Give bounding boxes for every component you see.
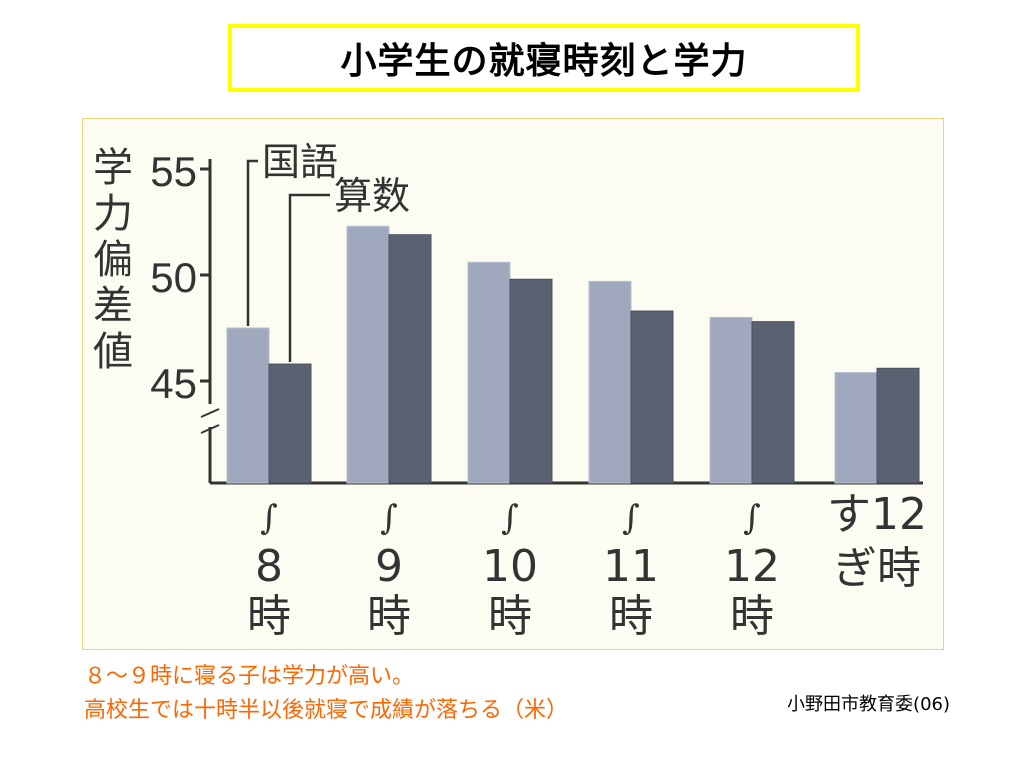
category-label-line: 時: [609, 591, 653, 642]
slide-title: 小学生の就寝時刻と学力: [340, 41, 748, 82]
category-tilde: ∫: [380, 498, 398, 538]
category-label-line: 時: [247, 591, 291, 642]
category-tilde: ∫: [501, 498, 519, 538]
category-tilde: ∫: [622, 498, 640, 538]
y-axis-label-char: 差: [93, 283, 133, 329]
bar-sansu: [388, 234, 432, 484]
bar-sansu: [268, 363, 312, 484]
y-axis-label-char: 偏: [93, 237, 133, 283]
bar-sansu: [509, 278, 553, 484]
note: ８～９時に寝る子は学力が高い。 高校生では十時半以後就寝で成績が落ちる（米）: [84, 660, 568, 728]
bar-sansu: [751, 321, 795, 484]
source-credit: 小野田市教育委(06): [787, 694, 950, 715]
category-label-line: 10: [482, 541, 538, 592]
bar-kokugo: [467, 261, 511, 484]
category-label-line: 8: [255, 541, 283, 592]
bar-kokugo: [346, 225, 390, 484]
bar-sansu: [630, 310, 674, 484]
chart-panel: 55 50 45 学力偏差値国語 算数 ∫ 8 時 ∫ 9 時 ∫ 10 時 ∫ 11 時 ∫ 12 時す12 ぎ時: [82, 118, 944, 650]
legend-leader-sansu: [288, 193, 330, 363]
category-label-line: す12: [827, 489, 927, 540]
bar-sansu: [876, 367, 920, 484]
category-label-line: 時: [730, 591, 774, 642]
axis-break-mark: [200, 408, 220, 434]
category-tilde: ∫: [260, 498, 278, 538]
category-label-line: 11: [603, 541, 659, 592]
y-axis-label-char: 学: [93, 145, 133, 191]
bar-kokugo: [588, 280, 632, 484]
note-line-2: 高校生では十時半以後就寝で成績が落ちる（米）: [84, 698, 569, 723]
category-label-line: ぎ時: [833, 543, 921, 594]
bar-kokugo: [709, 316, 753, 484]
title-box: 小学生の就寝時刻と学力: [228, 24, 860, 92]
category-label-line: 時: [367, 591, 411, 642]
category-label-line: 9: [375, 541, 403, 592]
bar-kokugo: [834, 372, 878, 484]
y-axis-label-char: 力: [93, 191, 133, 237]
y-tick-label-45: 45: [150, 360, 197, 407]
legend-label-kokugo: 国語: [262, 140, 338, 184]
category-tilde: ∫: [743, 498, 761, 538]
legend-label-sansu: 算数: [334, 174, 410, 218]
category-label-line: 12: [724, 541, 780, 592]
y-axis-label-char: 値: [93, 329, 133, 375]
note-line-1: ８～９時に寝る子は学力が高い。: [84, 664, 415, 689]
bar-kokugo: [226, 327, 270, 484]
category-label-line: 時: [488, 591, 532, 642]
y-tick-label-55: 55: [150, 148, 197, 195]
y-tick-label-50: 50: [150, 254, 197, 301]
legend-leader-kokugo: [246, 159, 258, 326]
